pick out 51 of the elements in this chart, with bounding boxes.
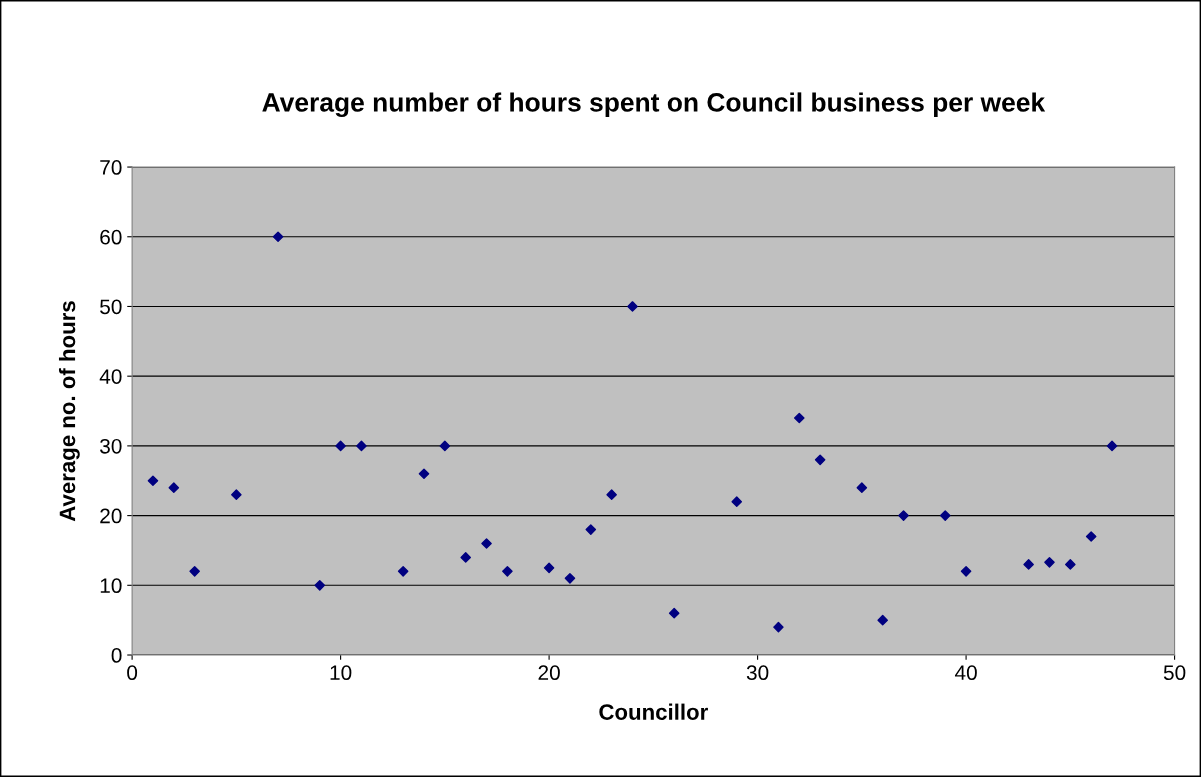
point	[1065, 559, 1076, 570]
point	[189, 566, 200, 577]
point	[397, 566, 409, 577]
point	[168, 482, 180, 494]
point	[1085, 531, 1097, 542]
point	[272, 231, 284, 243]
point	[231, 489, 242, 500]
point	[1106, 440, 1118, 452]
point	[418, 468, 430, 480]
point	[606, 489, 617, 500]
point	[585, 524, 597, 535]
y-tick-label: 20	[100, 508, 122, 524]
y-tick-label: 70	[100, 160, 122, 175]
point	[898, 510, 909, 521]
y-tick-label: 10	[100, 578, 122, 594]
point	[773, 621, 784, 633]
point	[335, 440, 346, 452]
y-tick-label: 40	[99, 369, 122, 384]
point	[856, 482, 868, 494]
x-axis-title: Councillor	[599, 703, 708, 720]
point	[564, 573, 576, 584]
point	[960, 566, 972, 577]
y-axis-title: Average no. of hours	[58, 301, 80, 522]
point	[314, 580, 326, 591]
point	[731, 496, 743, 507]
point	[1044, 556, 1055, 568]
point	[147, 475, 159, 487]
point	[793, 412, 805, 424]
point	[439, 440, 451, 452]
x-tick-label: 10	[330, 665, 352, 681]
point	[814, 454, 826, 466]
x-tick-label: 20	[538, 665, 560, 681]
point	[668, 607, 680, 619]
chart-title: Average number of hours spent on Council business per week	[262, 92, 1046, 118]
point	[356, 440, 367, 452]
point	[460, 552, 472, 563]
y-tick-label: 60	[100, 229, 122, 245]
point	[939, 510, 951, 521]
x-tick-label: 50	[1163, 665, 1186, 681]
y-tick-label: 50	[100, 299, 122, 315]
point	[627, 301, 638, 312]
point	[481, 538, 492, 549]
x-tick-label: 0	[127, 665, 138, 681]
point	[543, 562, 555, 574]
point	[502, 566, 513, 577]
point	[1023, 559, 1034, 570]
x-tick-label: 40	[954, 665, 977, 681]
y-tick-label: 0	[111, 648, 122, 663]
y-tick-label: 30	[100, 438, 122, 454]
x-tick-label: 30	[746, 665, 769, 681]
point	[877, 614, 888, 626]
